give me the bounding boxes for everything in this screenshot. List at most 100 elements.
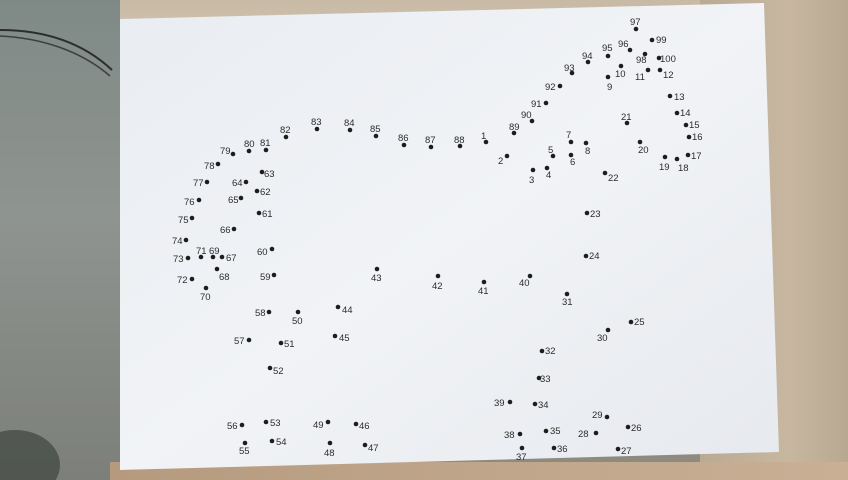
dot-27: 27 <box>615 446 632 457</box>
dot-14: 14 <box>674 108 691 119</box>
dot-52: 52 <box>267 365 284 377</box>
dot-point <box>374 266 380 272</box>
dot-point <box>583 253 589 259</box>
dot-number-label: 76 <box>184 197 195 208</box>
dot-number-label: 31 <box>562 297 573 308</box>
dot-number-label: 87 <box>425 135 436 146</box>
dot-point <box>637 139 643 145</box>
dot-85: 85 <box>370 124 381 139</box>
dot-43: 43 <box>371 266 382 284</box>
dot-point <box>605 327 611 333</box>
dot-point <box>196 197 202 203</box>
dot-22: 22 <box>602 170 619 184</box>
dot-36: 36 <box>551 444 568 455</box>
dot-16: 16 <box>686 132 703 143</box>
dot-2: 2 <box>498 153 510 167</box>
dot-point <box>373 133 379 139</box>
dot-40: 40 <box>519 273 533 289</box>
dot-number-label: 75 <box>178 215 189 226</box>
dot-point <box>625 424 631 430</box>
dot-90: 90 <box>521 110 535 124</box>
dot-number-label: 88 <box>454 135 465 146</box>
dot-89: 89 <box>509 122 520 136</box>
dot-number-label: 58 <box>255 308 266 319</box>
dot-49: 49 <box>313 419 331 431</box>
dot-46: 46 <box>353 421 370 432</box>
dot-point <box>481 279 487 285</box>
dot-point <box>353 421 359 427</box>
dot-28: 28 <box>578 429 599 440</box>
dot-25: 25 <box>628 317 645 328</box>
dot-number-label: 86 <box>398 133 409 144</box>
dot-point <box>685 152 691 158</box>
dot-61: 61 <box>256 209 273 220</box>
dot-20: 20 <box>637 139 649 156</box>
dot-6: 6 <box>568 152 575 168</box>
dot-point <box>657 67 663 73</box>
dot-24: 24 <box>583 251 600 262</box>
dot-15: 15 <box>683 120 700 131</box>
dot-point <box>295 309 301 315</box>
dot-point <box>504 153 510 159</box>
dot-68: 68 <box>214 266 230 283</box>
dot-point <box>269 246 275 252</box>
dot-point <box>686 134 692 140</box>
dot-point <box>246 337 252 343</box>
dot-number-label: 35 <box>550 426 561 437</box>
dot-number-label: 78 <box>204 161 215 172</box>
dot-number-label: 97 <box>630 17 641 28</box>
dot-11: 11 <box>635 67 651 83</box>
dot-number-label: 63 <box>264 169 275 180</box>
dot-point <box>633 26 639 32</box>
dot-69: 69 <box>209 246 220 260</box>
dot-number-label: 15 <box>689 120 700 131</box>
dot-point <box>483 139 489 145</box>
dot-point <box>242 440 248 446</box>
dot-70: 70 <box>200 285 211 303</box>
dot-point <box>517 431 523 437</box>
dot-number-label: 82 <box>280 125 291 136</box>
dot-number-label: 30 <box>597 333 608 344</box>
dot-number-label: 55 <box>239 446 250 457</box>
dot-point <box>283 134 289 140</box>
dot-number-label: 5 <box>548 145 553 156</box>
dot-number-label: 22 <box>608 173 619 184</box>
dot-9: 9 <box>605 74 612 93</box>
dot-number-label: 94 <box>582 51 593 62</box>
dot-number-label: 53 <box>270 418 281 429</box>
dot-84: 84 <box>344 118 355 133</box>
dot-39: 39 <box>494 398 513 409</box>
dot-point <box>327 440 333 446</box>
dot-75: 75 <box>178 215 195 226</box>
dot-point <box>529 118 535 124</box>
dot-point <box>544 165 550 171</box>
dot-point <box>539 348 545 354</box>
dot-number-label: 9 <box>607 82 612 93</box>
dot-number-label: 34 <box>538 400 549 411</box>
dot-32: 32 <box>539 346 556 357</box>
dot-86: 86 <box>398 133 409 148</box>
dot-3: 3 <box>529 167 536 186</box>
dot-point <box>231 226 237 232</box>
dot-1: 1 <box>481 131 489 145</box>
dot-point <box>189 276 195 282</box>
dot-80: 80 <box>244 139 255 154</box>
dot-point <box>362 442 368 448</box>
dot-number-label: 27 <box>621 446 632 457</box>
dot-number-label: 39 <box>494 398 505 409</box>
dot-point <box>557 83 563 89</box>
dot-point <box>568 152 574 158</box>
dot-number-label: 38 <box>504 430 515 441</box>
dot-point <box>507 399 513 405</box>
dot-48: 48 <box>324 440 335 459</box>
dot-point <box>662 154 668 160</box>
dot-number-label: 57 <box>234 336 245 347</box>
dot-81: 81 <box>260 138 271 153</box>
dot-number-label: 13 <box>674 92 685 103</box>
dot-point <box>569 70 575 76</box>
dot-number-label: 7 <box>566 130 571 141</box>
dot-point <box>674 110 680 116</box>
dot-number-label: 12 <box>663 70 674 81</box>
paper-sheet <box>120 3 779 470</box>
dot-point <box>267 365 273 371</box>
